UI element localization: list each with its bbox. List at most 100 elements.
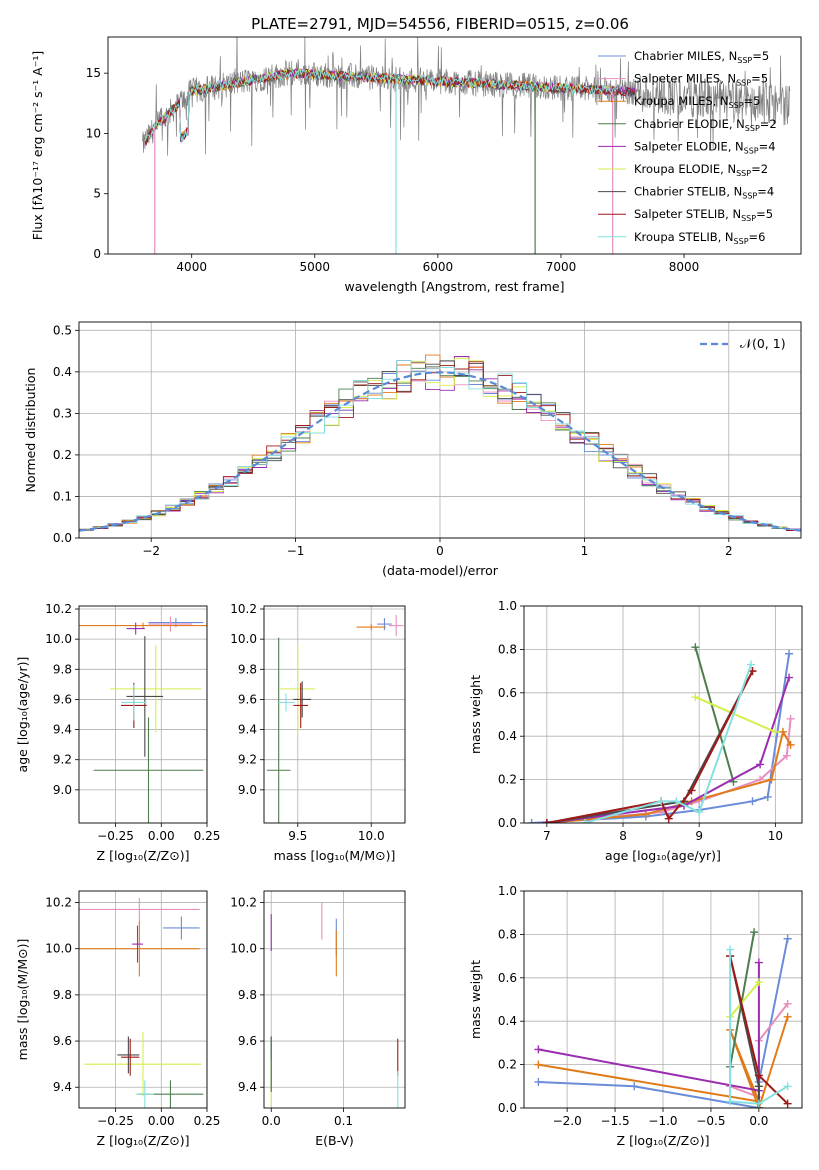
spectrum-xtick-label-3: 7000	[546, 260, 577, 274]
legend-label-kroupa-stelib: Kroupa STELIB, NSSP=6	[634, 230, 765, 246]
residuals-ytick-label-5: 0.5	[53, 323, 72, 337]
legend-text-tail: =5	[756, 207, 773, 221]
legend-text-tail: =4	[757, 185, 774, 199]
legend-text-sub: SSP	[736, 79, 751, 88]
ebv-mass-frame	[263, 890, 406, 1109]
z-weight-xtick-label-2: −1.0	[648, 1114, 677, 1128]
z-weight-ylabel: mass weight	[468, 960, 483, 1039]
residuals-xtick-label-4: 2	[725, 544, 733, 558]
age-weight-marker-kroupa-miles	[786, 740, 795, 749]
z-weight-marker-kroupa-miles	[783, 1012, 792, 1021]
z-mass-ytick-label-4: 10.2	[45, 896, 72, 910]
z-mass-ytick-label-2: 9.8	[53, 988, 72, 1002]
legend-text-sub: SSP	[744, 146, 759, 155]
z-mass-xtick-label-2: 0.25	[194, 1114, 221, 1128]
z-age-ytick-label-6: 10.2	[45, 602, 72, 616]
legend-label-chabrier-miles: Chabrier MILES, NSSP=5	[634, 49, 769, 65]
legend-text-tail: =5	[744, 94, 761, 108]
age-weight-marker-chabrier-miles	[527, 819, 536, 823]
legend-text-main: Chabrier MILES, N	[634, 49, 737, 63]
spectrum-lines	[142, 37, 791, 254]
age-weight-marker-kroupa-elodie	[771, 727, 780, 736]
mass-age-points	[266, 615, 404, 823]
age-weight-marker-chabrier-miles	[785, 649, 794, 658]
age-weight-marker-kroupa-miles	[767, 775, 776, 784]
legend-label-salpeter-miles: Salpeter MILES, NSSP=5	[634, 72, 768, 88]
z-weight-panel: −2.0 −1.5 −1.0 −0.5 0.0 0.0 0.2 0.4 0.6 0.8 1.0 Z […	[468, 884, 803, 1148]
z-weight-lines	[534, 928, 792, 1108]
z-mass-xlabel: Z [log₁₀(Z/Z⊙)]	[97, 1133, 190, 1148]
figure-title: PLATE=2791, MJD=54556, FIBERID=0515, z=0…	[251, 15, 629, 33]
spectrum-xtick-label-1: 5000	[300, 260, 331, 274]
legend-text-tail: =4	[759, 139, 776, 153]
spectrum-xtick-label-0: 4000	[176, 260, 207, 274]
legend-label-kroupa-elodie: Kroupa ELODIE, NSSP=2	[634, 162, 768, 178]
ebv-mass-xlabel: E(B-V)	[315, 1133, 354, 1148]
ebv-mass-xtick-label-1: 0.1	[334, 1114, 353, 1128]
legend-text-sub: SSP	[729, 101, 744, 110]
z-weight-marker-salpeter-stelib	[754, 1071, 763, 1080]
legend-text-main: Salpeter ELODIE, N	[634, 139, 744, 153]
residuals-ytick-label-3: 0.3	[53, 406, 72, 420]
legend-label-salpeter-stelib: Salpeter STELIB, NSSP=5	[634, 207, 773, 223]
age-weight-xtick-label-0: 7	[543, 829, 551, 843]
legend-text-sub: SSP	[745, 124, 760, 133]
age-weight-marker-kroupa-miles	[778, 727, 787, 736]
z-weight-ytick-label-1: 0.2	[498, 1058, 517, 1072]
z-weight-line-kroupa-stelib	[729, 949, 789, 1105]
z-weight-marker-salpeter-elodie	[534, 1045, 543, 1054]
age-weight-marker-salpeter-elodie	[785, 673, 794, 682]
ebv-mass-ytick-label-0: 9.4	[238, 1080, 257, 1094]
legend-text-tail: =2	[751, 162, 768, 176]
z-weight-marker-kroupa-stelib	[726, 945, 735, 954]
z-age-ytick-label-4: 9.8	[53, 662, 72, 676]
z-weight-marker-chabrier-miles	[534, 1077, 543, 1086]
z-mass-xtick-label-0: −0.25	[97, 1114, 134, 1128]
z-weight-marker-kroupa-miles	[534, 1060, 543, 1069]
residuals-ylabel: Normed distribution	[23, 368, 38, 493]
age-weight-marker-kroupa-stelib	[695, 808, 704, 817]
legend-text-sub: SSP	[734, 237, 749, 246]
z-weight-xtick-label-1: −1.5	[600, 1114, 629, 1128]
z-weight-marker-kroupa-stelib	[726, 1097, 735, 1106]
z-age-grid	[79, 606, 208, 823]
mass-age-ytick-label-6: 10.2	[230, 602, 257, 616]
legend-text-main: Chabrier ELODIE, N	[634, 117, 745, 131]
spectrum-model-kroupa-stelib	[144, 68, 617, 142]
age-weight-frame	[523, 605, 803, 824]
residuals-xlabel: (data-model)/error	[382, 563, 499, 578]
residuals-ytick-label-0: 0.0	[53, 531, 72, 545]
legend-label-chabrier-stelib: Chabrier STELIB, NSSP=4	[634, 185, 774, 201]
age-weight-ytick-label-3: 0.6	[498, 686, 517, 700]
z-weight-marker-salpeter-miles	[783, 999, 792, 1008]
z-age-xtick-label-2: 0.25	[194, 829, 221, 843]
z-weight-marker-chabrier-miles	[783, 934, 792, 943]
mass-age-ytick-label-3: 9.6	[238, 692, 257, 706]
residuals-hists	[79, 354, 801, 533]
age-weight-ytick-label-2: 0.4	[498, 729, 517, 743]
age-weight-marker-kroupa-elodie	[691, 693, 700, 702]
legend-text-sub: SSP	[741, 214, 756, 223]
z-mass-points	[79, 897, 204, 1108]
residuals-ytick-label-1: 0.1	[53, 489, 72, 503]
z-mass-ytick-label-0: 9.4	[53, 1080, 72, 1094]
spectrum-ytick-label-0: 0	[93, 247, 101, 261]
z-age-xlabel: Z [log₁₀(Z/Z⊙)]	[97, 848, 190, 863]
residuals-grid	[79, 322, 801, 539]
z-age-frame	[78, 605, 208, 824]
age-weight-lines	[527, 643, 795, 823]
spectrum-xtick-label-4: 8000	[669, 260, 700, 274]
observed-spectrum-line	[142, 37, 791, 156]
age-weight-marker-chabrier-miles	[748, 797, 757, 806]
spectrum-ylabel: Flux [fλ10⁻¹⁷ erg cm⁻² s⁻¹ A⁻¹]	[30, 51, 45, 240]
z-mass-frame	[78, 890, 208, 1109]
mass-age-ytick-label-4: 9.8	[238, 662, 257, 676]
mass-age-ytick-label-1: 9.2	[238, 753, 257, 767]
age-weight-marker-kroupa-miles	[641, 810, 650, 819]
legend-text-main: Kroupa STELIB, N	[634, 230, 734, 244]
spectrum-ytick-label-1: 5	[93, 187, 101, 201]
z-mass-ylabel: mass [log₁₀(M/M⊙)]	[15, 939, 30, 1061]
age-weight-line-kroupa-elodie	[695, 696, 776, 733]
spectrum-xlabel: wavelength [Angstrom, rest frame]	[344, 279, 564, 294]
